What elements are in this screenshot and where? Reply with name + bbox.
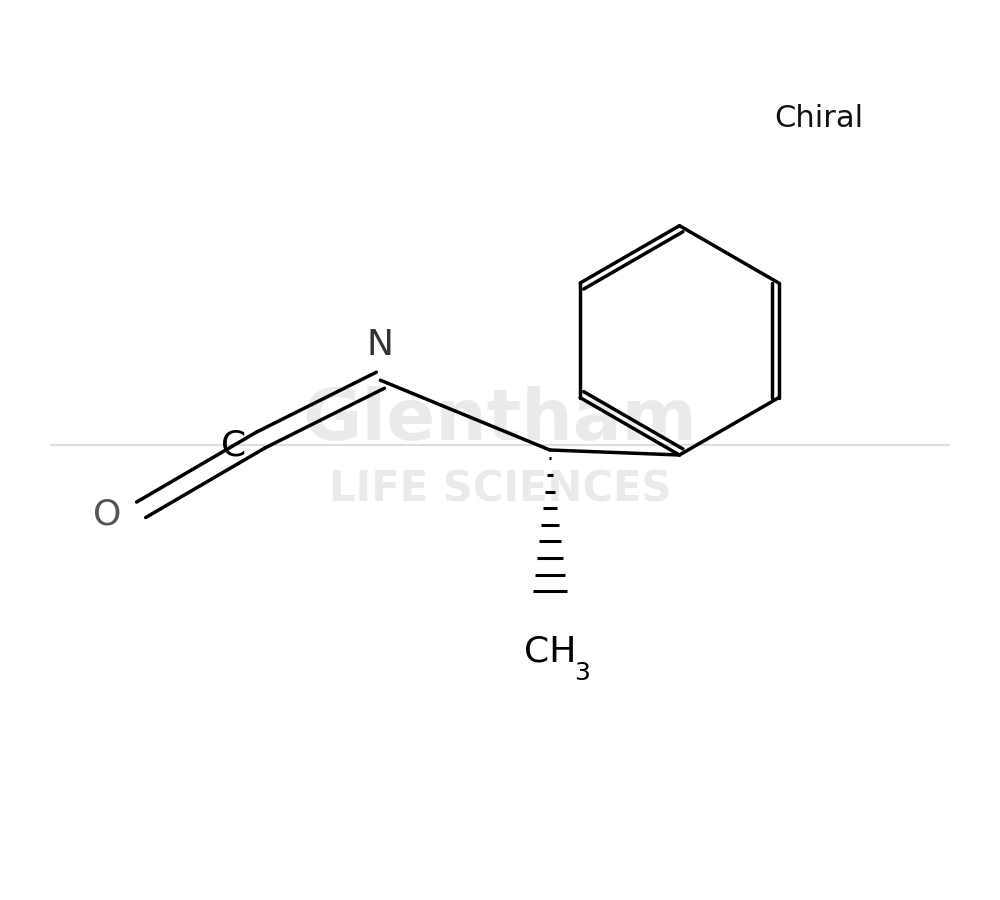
Text: Glentham: Glentham <box>303 385 697 454</box>
Text: N: N <box>367 328 394 363</box>
Text: O: O <box>93 498 121 532</box>
Text: CH: CH <box>524 634 576 669</box>
Text: Chiral: Chiral <box>774 104 864 132</box>
Text: 3: 3 <box>574 662 590 685</box>
Text: LIFE SCIENCES: LIFE SCIENCES <box>329 469 671 511</box>
Text: C: C <box>221 428 246 462</box>
